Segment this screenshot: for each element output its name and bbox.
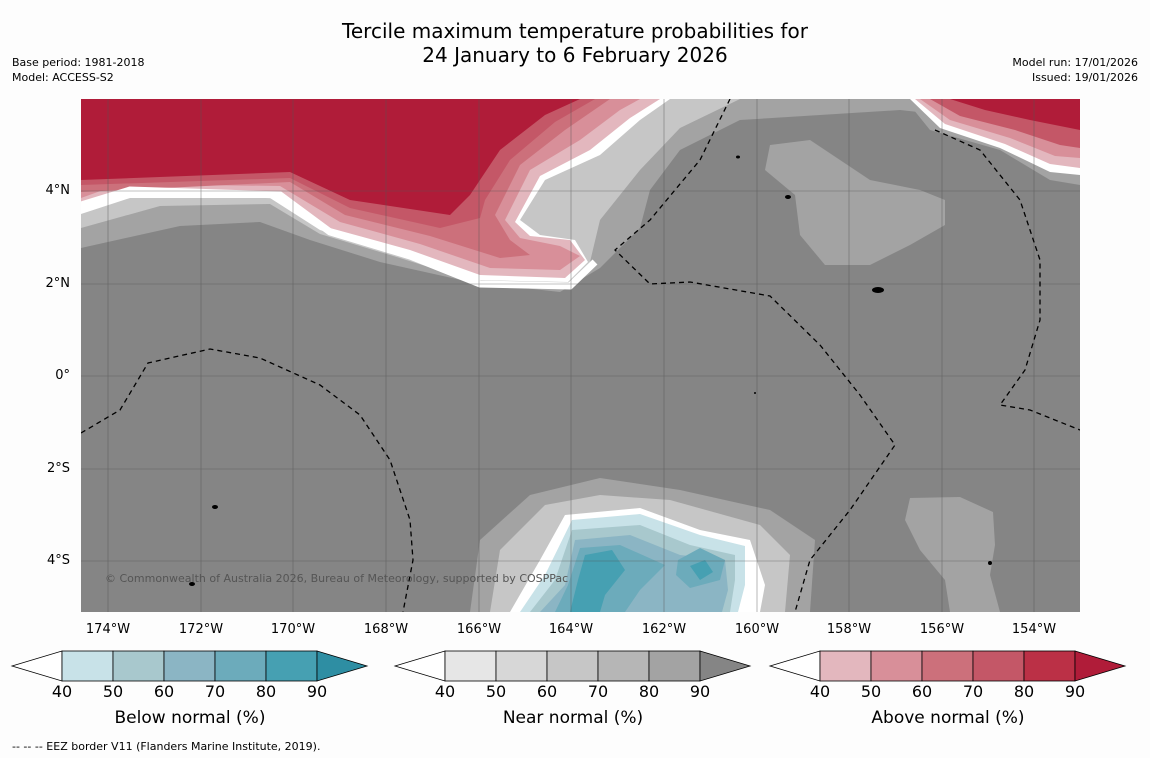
colorbar-near-ticks: 40 50 60 70 80 90 [393,682,753,704]
above-colorbar-low-extend [768,650,821,682]
near-colorbar-low-extend [393,650,446,682]
below-colorbar-bin-2 [112,650,165,682]
tick-near-40: 40 [434,682,456,701]
eez-footnote: -- -- -- EEZ border V11 (Flanders Marine… [12,740,321,753]
below-colorbar-bin-4 [214,650,267,682]
lon-label-174w: 174°W [85,622,131,637]
lon-label-154w: 154°W [1011,622,1057,637]
legend-below-normal: 40 50 60 70 80 90 Below normal (%) [10,648,370,728]
colorbar-below-ticks: 40 50 60 70 80 90 [10,682,370,704]
lat-label-4s: 4°S [46,553,70,568]
eez-borders [81,99,1080,612]
below-colorbar-bin-5 [265,650,318,682]
near-colorbar-bin-5 [648,650,701,682]
lon-label-166w: 166°W [456,622,502,637]
tick-near-50: 50 [485,682,507,701]
title-line-2: 24 January to 6 February 2026 [422,43,728,67]
tick-above-80: 80 [1013,682,1035,701]
above-normal-region-north [81,99,1080,292]
colorbar-near [393,650,752,682]
lat-label-2n: 2°N [45,276,71,291]
tick-below-60: 60 [153,682,175,701]
tick-below-90: 90 [306,682,328,701]
lon-label-172w: 172°W [178,622,224,637]
legend-above-normal: 40 50 60 70 80 90 Above normal (%) [768,648,1128,728]
chart-title: Tercile maximum temperature probabilitie… [0,19,1150,67]
above-colorbar-bin-1 [819,650,872,682]
tick-near-70: 70 [587,682,609,701]
islands [189,155,992,586]
title-line-1: Tercile maximum temperature probabilitie… [342,19,808,43]
tick-below-50: 50 [102,682,124,701]
below-colorbar-low-extend [10,650,63,682]
near-colorbar-bin-4 [597,650,650,682]
above-colorbar-high-extend [1074,650,1127,682]
lon-label-170w: 170°W [270,622,316,637]
above-colorbar-bin-4 [972,650,1025,682]
tick-near-60: 60 [536,682,558,701]
below-normal-region-south [470,478,815,612]
tick-above-70: 70 [962,682,984,701]
legend-near-normal: 40 50 60 70 80 90 Near normal (%) [393,648,753,728]
tick-below-80: 80 [255,682,277,701]
legend-below-title: Below normal (%) [114,708,266,728]
colorbar-above [768,650,1127,682]
tick-near-80: 80 [638,682,660,701]
tick-above-50: 50 [860,682,882,701]
tick-below-40: 40 [51,682,73,701]
above-colorbar-bin-2 [870,650,923,682]
lon-label-162w: 162°W [641,622,687,637]
tick-below-70: 70 [204,682,226,701]
legend-near-title: Near normal (%) [502,708,644,728]
above-normal-region-northeast [905,99,1080,185]
colorbar-above-ticks: 40 50 60 70 80 90 [768,682,1128,704]
lon-label-160w: 160°W [734,622,780,637]
lon-label-156w: 156°W [919,622,965,637]
lon-label-168w: 168°W [363,622,409,637]
above-colorbar-bin-3 [921,650,974,682]
tick-above-60: 60 [911,682,933,701]
model-name: Model: ACCESS-S2 [12,71,114,84]
legend-above-title: Above normal (%) [871,708,1025,728]
base-period: Base period: 1981-2018 [12,56,145,69]
lat-label-4n: 4°N [45,183,71,198]
near-normal-patches [765,140,1000,612]
tick-above-40: 40 [809,682,831,701]
colorbar-below [10,650,369,682]
lat-label-0: 0° [55,368,70,383]
meta-left: Base period: 1981-2018 Model: ACCESS-S2 [12,55,144,85]
below-colorbar-bin-3 [163,650,216,682]
tick-near-90: 90 [689,682,711,701]
meta-right: Model run: 17/01/2026 Issued: 19/01/2026 [1012,55,1138,85]
near-colorbar-bin-1 [444,650,497,682]
above-colorbar-bin-5 [1023,650,1076,682]
lon-label-164w: 164°W [548,622,594,637]
model-run: Model run: 17/01/2026 [1012,56,1138,69]
near-colorbar-bin-3 [546,650,599,682]
tick-above-90: 90 [1064,682,1086,701]
copyright-notice: © Commonwealth of Australia 2026, Bureau… [105,572,569,585]
lat-label-2s: 2°S [46,461,70,476]
near-colorbar-high-extend [699,650,752,682]
issued-date: Issued: 19/01/2026 [1031,71,1138,84]
map-grid [81,99,1080,612]
below-colorbar-bin-1 [61,650,114,682]
near-colorbar-bin-2 [495,650,548,682]
lon-label-158w: 158°W [826,622,872,637]
below-colorbar-high-extend [316,650,369,682]
